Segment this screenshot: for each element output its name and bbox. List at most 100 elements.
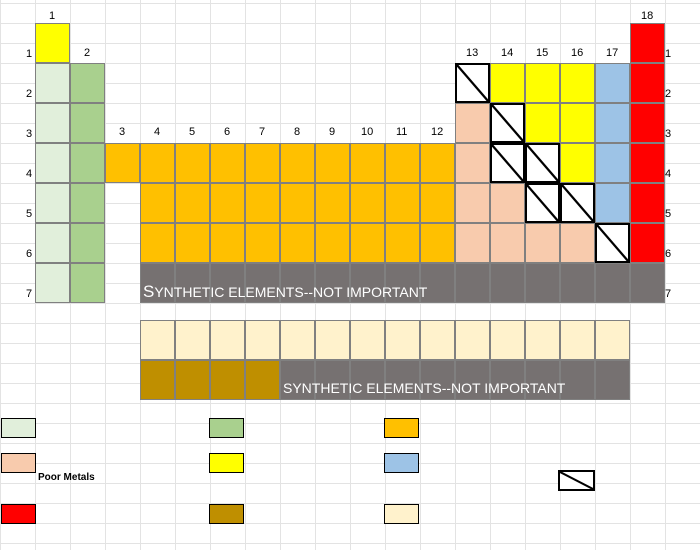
group-number: 14 — [501, 47, 514, 59]
element-cell — [35, 63, 70, 103]
element-cell — [140, 223, 175, 263]
element-cell — [210, 223, 245, 263]
element-cell — [525, 263, 560, 303]
group-number: 13 — [466, 47, 479, 59]
element-cell — [595, 263, 630, 303]
element-cell — [175, 263, 210, 303]
group-number: 17 — [606, 47, 619, 59]
element-cell — [560, 143, 595, 183]
lanthanide-cell — [560, 320, 595, 360]
lanthanide-cell — [420, 320, 455, 360]
lanthanide-cell — [280, 320, 315, 360]
element-cell — [455, 103, 490, 143]
element-cell — [455, 223, 490, 263]
element-cell — [70, 143, 105, 183]
lanthanide-cell — [595, 320, 630, 360]
period-number-right: 7 — [665, 288, 672, 300]
element-cell — [525, 63, 560, 103]
period-number-left: 7 — [26, 288, 33, 300]
element-cell — [35, 103, 70, 143]
element-cell — [315, 183, 350, 223]
element-cell — [560, 223, 595, 263]
period-number-right: 6 — [665, 248, 672, 260]
element-cell — [140, 143, 175, 183]
element-cell — [630, 63, 665, 103]
element-cell — [490, 183, 525, 223]
group-number: 10 — [361, 126, 374, 138]
group-number: 6 — [224, 126, 231, 138]
element-cell — [630, 23, 665, 63]
group-number: 16 — [571, 47, 584, 59]
element-cell — [385, 143, 420, 183]
actinide-cell — [350, 360, 385, 400]
element-cell — [630, 183, 665, 223]
group-number: 15 — [536, 47, 549, 59]
element-cell — [70, 103, 105, 143]
element-cell — [455, 183, 490, 223]
actinide-cell — [525, 360, 560, 400]
element-cell-metalloid — [490, 143, 525, 183]
element-cell — [595, 63, 630, 103]
element-cell — [245, 143, 280, 183]
element-cell — [280, 143, 315, 183]
group-number: 18 — [641, 10, 654, 22]
element-cell — [280, 223, 315, 263]
group-number: 5 — [189, 126, 196, 138]
period-number-left: 1 — [26, 48, 33, 60]
element-cell — [175, 223, 210, 263]
lanthanide-cell — [385, 320, 420, 360]
lanthanide-cell — [315, 320, 350, 360]
element-cell — [490, 223, 525, 263]
period-number-left: 2 — [26, 88, 33, 100]
element-cell — [315, 223, 350, 263]
element-cell — [630, 143, 665, 183]
legend-swatch-poor-metals — [1, 453, 36, 473]
group-number: 3 — [119, 126, 126, 138]
element-cell-metalloid — [525, 183, 560, 223]
element-cell — [35, 23, 70, 63]
group-number: 4 — [154, 126, 161, 138]
element-cell — [70, 63, 105, 103]
group-number: 7 — [259, 126, 266, 138]
element-cell — [350, 223, 385, 263]
element-cell — [385, 263, 420, 303]
element-cell — [420, 143, 455, 183]
lanthanide-cell — [210, 320, 245, 360]
synthetic-label: SYNTHETIC ELEMENTS--NOT IMPORTANT — [143, 282, 427, 302]
actinide-cell — [210, 360, 245, 400]
element-cell — [245, 183, 280, 223]
element-cell — [105, 143, 140, 183]
element-cell — [420, 183, 455, 223]
element-cell — [280, 183, 315, 223]
element-cell — [525, 103, 560, 143]
element-cell — [35, 263, 70, 303]
lanthanide-cell — [245, 320, 280, 360]
element-cell — [560, 103, 595, 143]
actinide-cell — [245, 360, 280, 400]
period-number-right: 1 — [665, 48, 672, 60]
legend-swatch-alkali — [1, 418, 36, 438]
period-number-right: 4 — [665, 168, 672, 180]
synthetic-label-fblock: SYNTHETIC ELEMENTS--NOT IMPORTANT — [283, 380, 566, 396]
element-cell — [490, 63, 525, 103]
element-cell — [630, 103, 665, 143]
element-cell — [420, 263, 455, 303]
lanthanide-cell — [175, 320, 210, 360]
element-cell — [210, 183, 245, 223]
lanthanide-cell — [140, 320, 175, 360]
element-cell — [175, 183, 210, 223]
actinide-cell — [175, 360, 210, 400]
period-number-left: 3 — [26, 128, 33, 140]
element-cell-metalloid — [490, 103, 525, 143]
element-cell-metalloid — [455, 63, 490, 103]
group-number: 2 — [84, 47, 91, 59]
element-cell — [630, 263, 665, 303]
actinide-cell — [595, 360, 630, 400]
legend-swatch-noble-gases — [1, 504, 36, 524]
actinide-cell — [385, 360, 420, 400]
element-cell — [70, 263, 105, 303]
element-cell — [595, 143, 630, 183]
element-cell — [280, 263, 315, 303]
synthetic-label-rest: YNTHETIC ELEMENTS--NOT IMPORTANT — [154, 284, 428, 300]
element-cell — [35, 183, 70, 223]
